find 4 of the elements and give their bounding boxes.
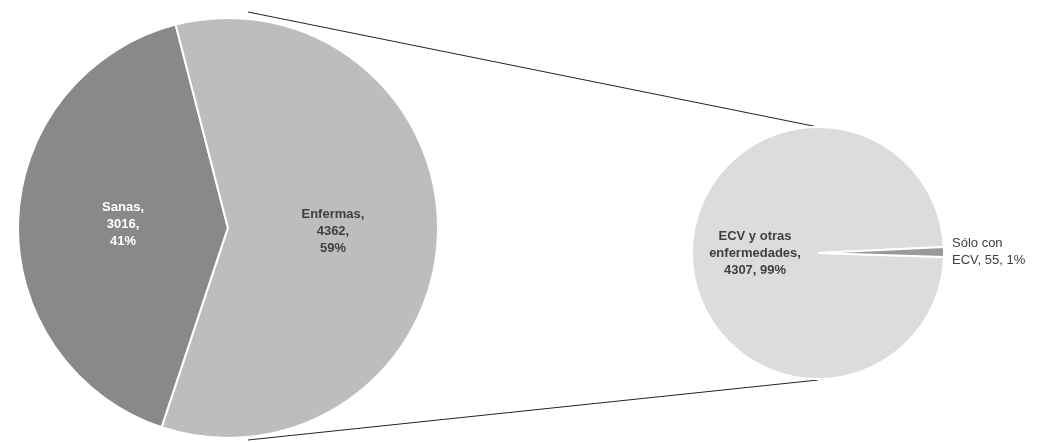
slice-label: Enfermas, 4362, 59% (301, 206, 365, 256)
slice-label: Sólo con ECV, 55, 1% (952, 234, 1026, 267)
slice-label: ECV y otras enfermedades, 4307, 99% (709, 228, 801, 278)
slice-label: Sanas, 3016, 41% (102, 198, 145, 248)
